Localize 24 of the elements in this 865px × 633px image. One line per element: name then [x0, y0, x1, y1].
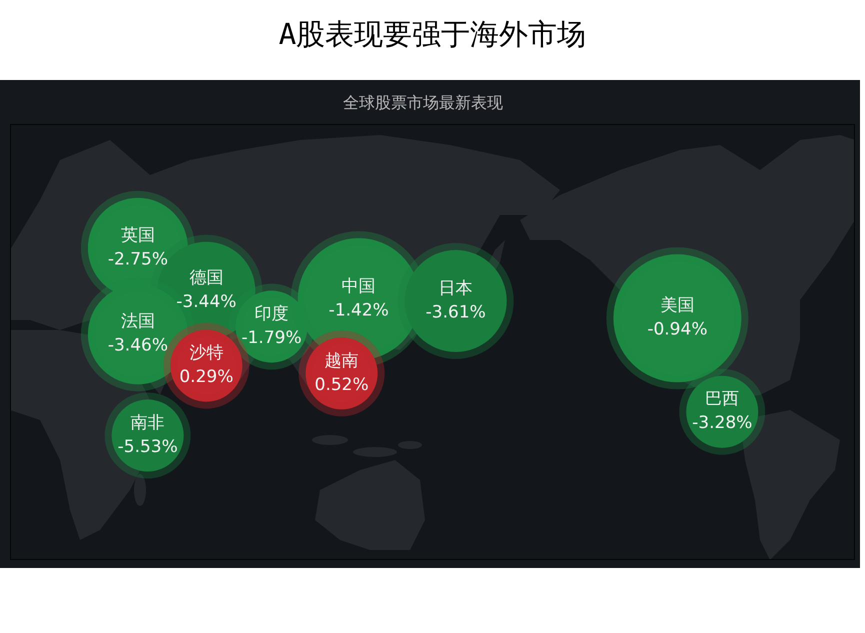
data-label: -2.75%: [108, 249, 168, 270]
data-label: 0.52%: [314, 374, 369, 395]
category-label: 越南: [324, 350, 359, 371]
text: 全球股票市场最新表现: [342, 92, 504, 114]
category-label: 印度: [254, 304, 289, 324]
category-label: 南非: [130, 412, 165, 433]
category-label: 中国: [342, 276, 376, 297]
data-label: -0.94%: [647, 320, 708, 340]
category-label: 美国: [660, 296, 694, 316]
category-label: 沙特: [189, 343, 224, 364]
text: A股表现要强于海外市场: [278, 16, 588, 53]
data-label: -5.53%: [118, 436, 178, 457]
data-label: -3.44%: [176, 292, 236, 312]
data-label: -3.46%: [108, 336, 168, 356]
data-label: -1.79%: [241, 328, 302, 348]
data-label: -3.61%: [426, 302, 486, 322]
data-label: -1.42%: [328, 300, 389, 321]
data-label: -3.28%: [692, 413, 752, 434]
category-label: 德国: [189, 268, 224, 288]
category-label: 巴西: [705, 389, 740, 410]
category-label: 法国: [120, 312, 155, 332]
category-label: 日本: [438, 278, 473, 298]
data-label: 0.29%: [179, 367, 234, 388]
category-label: 英国: [120, 225, 155, 246]
